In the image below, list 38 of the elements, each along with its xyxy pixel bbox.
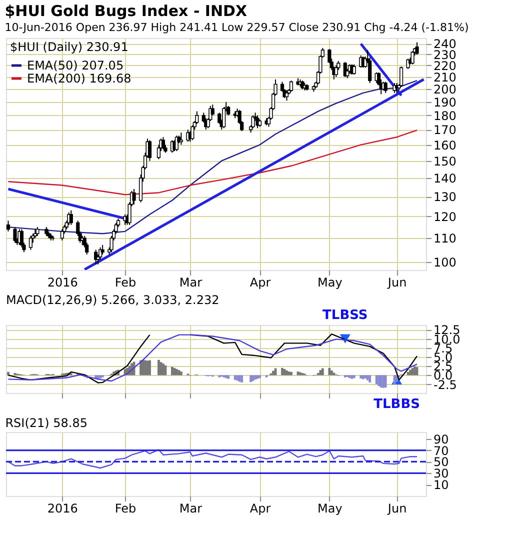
x-tick-label: Feb xyxy=(114,276,136,290)
y-tick-label: 170 xyxy=(434,123,456,138)
y-tick-label: 130 xyxy=(434,190,456,204)
legend-title: $HUI (Daily) 230.91 xyxy=(10,40,128,54)
legend-title: MACD(12,26,9) 5.266, 3.033, 2.232 xyxy=(6,292,220,307)
x-tick-label: Apr xyxy=(250,502,271,516)
y-tick-label: 110 xyxy=(434,232,456,246)
x-tick-label: Jun xyxy=(386,502,407,516)
y-tick-label: 90 xyxy=(434,432,449,446)
y-tick-label: 70 xyxy=(434,444,449,458)
x-tick-label: Feb xyxy=(114,502,136,516)
annotation: TLBBS xyxy=(374,396,420,412)
legend-label: EMA(200) 169.68 xyxy=(27,72,132,86)
y-tick-label: 180 xyxy=(434,108,456,123)
x-tick-label: Mar xyxy=(179,502,202,516)
x-tick-label: May xyxy=(318,502,342,516)
y-tick-label: 190 xyxy=(434,95,456,110)
y-tick-label: 10 xyxy=(434,478,449,492)
y-tick-label: 140 xyxy=(434,172,456,186)
y-tick-label: 120 xyxy=(434,210,456,224)
x-tick-label: 2016 xyxy=(47,502,78,516)
y-tick-label: 160 xyxy=(434,138,456,152)
legend-label: EMA(50) 207.05 xyxy=(27,58,124,72)
y-tick-label: 30 xyxy=(434,466,449,481)
x-tick-label: Jun xyxy=(386,276,407,290)
y-tick-label: 150 xyxy=(434,154,456,168)
legend-title: RSI(21) 58.85 xyxy=(5,416,88,430)
chart-subtitle: 10-Jun-2016 Open 236.97 High 241.41 Low 229.57 Close 230.91 Chg -4.24 (-1.81%) xyxy=(4,21,469,34)
y-tick-label: 50 xyxy=(434,455,449,470)
x-tick-label: May xyxy=(318,276,342,290)
y-tick-label: 100 xyxy=(434,255,456,270)
x-tick-label: Mar xyxy=(179,276,202,290)
y-tick-label: 210 xyxy=(434,70,456,85)
y-tick-label: 200 xyxy=(434,82,456,97)
x-tick-label: 2016 xyxy=(47,276,78,290)
annotation: TLBSS xyxy=(322,308,368,323)
chart-title: $HUI Gold Bugs Index - INDX xyxy=(4,2,248,20)
x-tick-label: Apr xyxy=(250,276,271,290)
